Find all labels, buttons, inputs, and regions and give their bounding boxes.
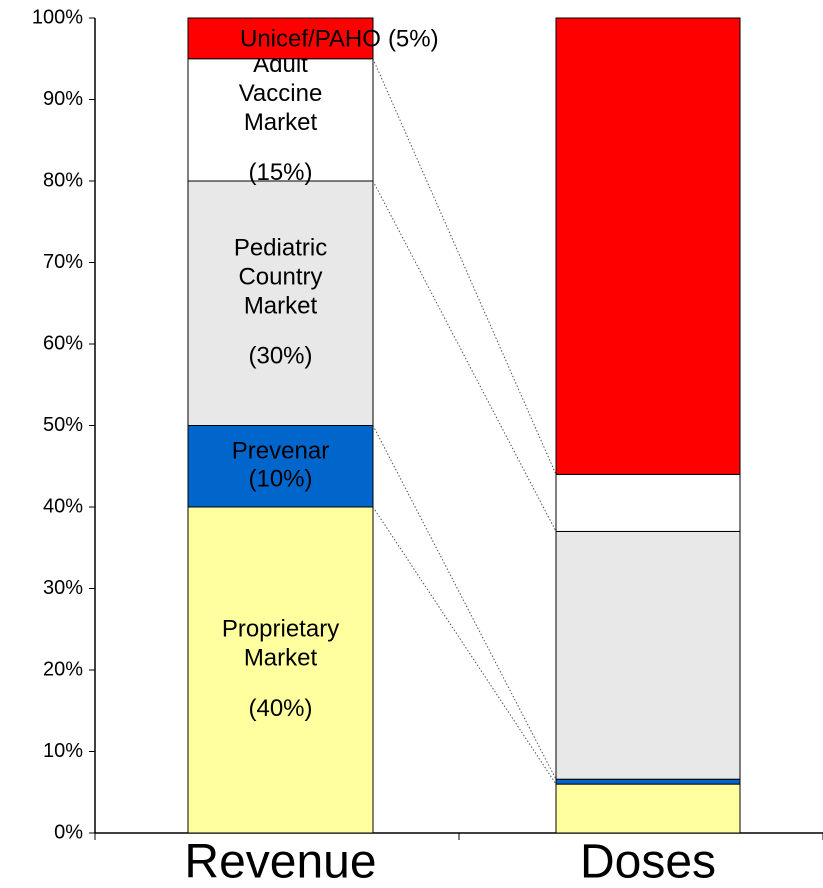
bar-segment bbox=[187, 180, 374, 426]
connector bbox=[372, 506, 557, 785]
y-tick-label: 10% bbox=[43, 740, 83, 762]
connector bbox=[372, 58, 557, 475]
y-tick-label: 40% bbox=[43, 495, 83, 517]
segment-label: Pediatric Country Market bbox=[234, 235, 327, 320]
y-tick-label: 80% bbox=[43, 169, 83, 191]
bar-segment bbox=[555, 17, 741, 475]
segment-label: Unicef/PAHO bbox=[240, 26, 381, 53]
segment-label-line: Proprietary bbox=[222, 616, 339, 643]
segment-label: Proprietary Market bbox=[222, 616, 339, 672]
bar-segment bbox=[555, 530, 741, 780]
segment-label-line: Prevenar bbox=[232, 438, 329, 465]
y-tick-label: 50% bbox=[43, 414, 83, 436]
y-tick-label: 0% bbox=[54, 821, 83, 843]
bar-segment bbox=[187, 17, 374, 60]
y-tick-label: 100% bbox=[32, 6, 83, 28]
segment-label-line: Market bbox=[244, 293, 318, 320]
x-tick-label: Revenue bbox=[184, 836, 376, 888]
y-tick-label: 90% bbox=[43, 88, 83, 110]
bar-segment bbox=[187, 506, 374, 834]
segment-label-line: Market bbox=[244, 645, 318, 672]
y-tick-label: 30% bbox=[43, 577, 83, 599]
segment-label: Adult Vaccine Market bbox=[239, 51, 323, 136]
y-tick-label: 70% bbox=[43, 251, 83, 273]
value-label: (10%) bbox=[248, 466, 312, 493]
bar-segment bbox=[555, 783, 741, 834]
value-label: (40%) bbox=[248, 695, 312, 722]
y-tick-label: 20% bbox=[43, 658, 83, 680]
bar-segment bbox=[187, 425, 374, 508]
segment-label-line: Market bbox=[244, 109, 318, 136]
segment-label-line: Vaccine bbox=[239, 80, 323, 107]
value-label: (15%) bbox=[248, 159, 312, 186]
segment-label-line: Pediatric bbox=[234, 235, 327, 262]
connector bbox=[372, 425, 557, 780]
value-label: (5%) bbox=[388, 26, 439, 53]
bar-segment bbox=[555, 778, 741, 785]
x-tick-label: Doses bbox=[580, 836, 716, 888]
y-tick-label: 60% bbox=[43, 332, 83, 354]
connector bbox=[372, 180, 557, 532]
value-label: (30%) bbox=[248, 343, 312, 370]
segment-label: Prevenar bbox=[232, 438, 329, 465]
bar-segment bbox=[555, 473, 741, 532]
segment-label-line: Country bbox=[238, 264, 322, 291]
